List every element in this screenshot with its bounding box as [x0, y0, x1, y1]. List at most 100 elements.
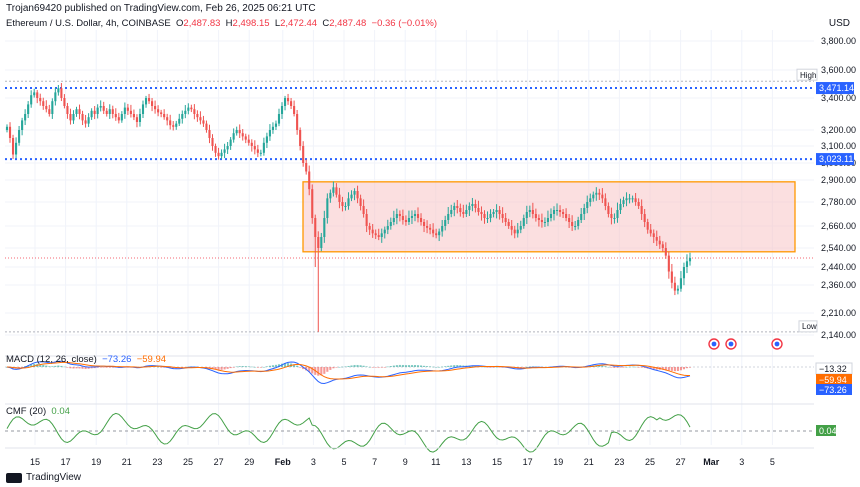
candle-body	[398, 214, 401, 216]
candle-body	[534, 214, 537, 218]
macd-histogram-bar	[350, 365, 353, 367]
candle-body	[90, 110, 93, 118]
candle-body	[486, 218, 489, 219]
candle-body	[199, 117, 202, 121]
candle-body	[18, 130, 21, 143]
candle-body	[571, 222, 574, 226]
macd-histogram-bar	[622, 367, 625, 368]
candle-body	[123, 107, 126, 114]
candle-body	[504, 218, 507, 222]
candle-body	[326, 198, 329, 218]
macd-histogram-bar	[57, 365, 60, 367]
candle-body	[314, 218, 317, 237]
candle-body	[658, 240, 661, 245]
candle-body	[549, 214, 553, 218]
macd-histogram-bar	[625, 366, 628, 368]
candle-body	[558, 210, 562, 212]
candle-body	[419, 218, 423, 222]
x-tick-label: 25	[183, 457, 193, 467]
candle-body	[676, 288, 679, 291]
macd-histogram-bar	[495, 366, 498, 368]
macd-histogram-bar	[649, 367, 652, 370]
macd-histogram-bar	[631, 366, 634, 368]
candle-body	[583, 208, 586, 214]
candle-body	[631, 198, 634, 200]
macd-histogram-bar	[404, 365, 407, 367]
candle-body	[456, 206, 459, 208]
macd-badge-label: −73.26	[819, 385, 847, 395]
macd-histogram-bar	[256, 367, 259, 368]
y-tick-label: 3,400.00	[821, 93, 856, 103]
y-tick-label: 2,140.00	[821, 330, 856, 340]
candle-body	[410, 216, 414, 218]
candle-body	[190, 107, 193, 110]
macd-histogram-bar	[377, 367, 380, 368]
macd-histogram-bar	[48, 366, 51, 367]
candle-body	[211, 138, 214, 146]
macd-histogram-bar	[329, 367, 332, 370]
candle-body	[151, 101, 154, 106]
macd-histogram-bar	[422, 365, 426, 367]
candle-body	[401, 216, 404, 220]
macd-histogram-bar	[87, 367, 90, 369]
macd-histogram-bar	[528, 366, 531, 368]
macd-histogram-bar	[271, 365, 275, 367]
candle-body	[102, 106, 105, 111]
macd-histogram-bar	[308, 367, 311, 372]
macd-histogram-bar	[265, 366, 268, 367]
candle-body	[495, 210, 498, 212]
macd-histogram-bar	[259, 367, 262, 368]
x-tick-label: Mar	[703, 457, 720, 467]
candle-body	[117, 117, 120, 121]
macd-histogram-bar	[362, 365, 365, 367]
candle-body	[688, 258, 692, 262]
macd-histogram-bar	[616, 367, 619, 368]
macd-histogram-bar	[286, 363, 290, 367]
macd-histogram-bar	[365, 366, 368, 368]
candle-body	[395, 214, 398, 218]
macd-histogram-bar	[368, 366, 371, 368]
macd-histogram-bar	[613, 367, 616, 368]
cmf-badge-label: 0.04	[819, 426, 837, 436]
candle-body	[416, 214, 420, 218]
candle-body	[374, 233, 377, 236]
candle-body	[163, 114, 166, 118]
macd-histogram-bar	[105, 367, 108, 368]
candle-body	[480, 212, 483, 214]
x-tick-label: 3	[739, 457, 744, 467]
candle-body	[468, 206, 471, 210]
candle-body	[598, 192, 601, 195]
x-tick-label: 7	[372, 457, 377, 467]
macd-histogram-bar	[598, 365, 601, 367]
candle-body	[628, 198, 631, 200]
candle-body	[277, 114, 281, 124]
macd-histogram-bar	[601, 365, 604, 367]
candle-body	[329, 192, 332, 199]
macd-histogram-bar	[522, 367, 525, 368]
candle-body	[8, 126, 12, 138]
macd-histogram-bar	[111, 367, 114, 368]
candle-body	[299, 130, 302, 146]
x-tick-label: 25	[645, 457, 655, 467]
price-level-badge	[816, 82, 854, 95]
close-value: 2,487.48	[329, 18, 367, 29]
candle-body	[673, 282, 676, 291]
candle-body	[365, 214, 368, 226]
candle-body	[637, 202, 640, 206]
candle-body	[574, 226, 577, 227]
candle-body	[283, 98, 287, 106]
footer: TradingView	[6, 472, 81, 483]
x-tick-label: 27	[676, 457, 686, 467]
published-line: Trojan69420 published on TradingView.com…	[6, 3, 316, 14]
candle-body	[48, 109, 51, 114]
candle-body	[555, 210, 559, 211]
x-tick-label: 11	[431, 457, 440, 467]
x-tick-label: 17	[523, 457, 533, 467]
candle-body	[181, 114, 184, 119]
candle-body	[30, 95, 33, 105]
candle-body	[592, 194, 595, 199]
macd-histogram-bar	[157, 366, 160, 368]
macd-histogram-bar	[223, 367, 226, 370]
macd-histogram-bar	[317, 367, 320, 376]
signal-line	[6, 361, 690, 380]
